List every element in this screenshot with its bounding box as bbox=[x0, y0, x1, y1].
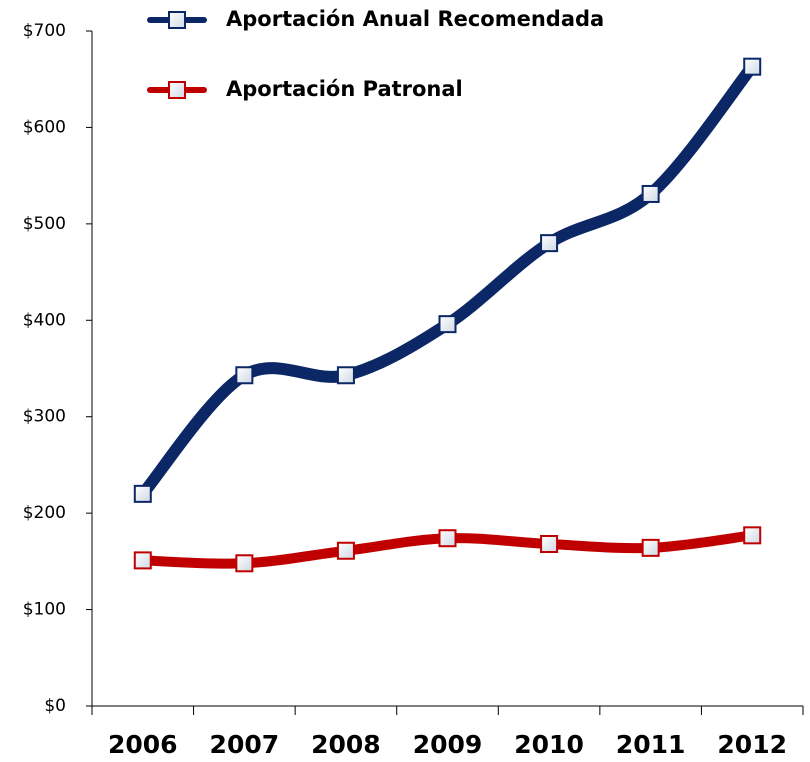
marker bbox=[743, 526, 762, 545]
y-tick-label: $400 bbox=[23, 310, 66, 330]
marker bbox=[540, 234, 559, 253]
x-tick-label: 2008 bbox=[311, 730, 381, 759]
legend-marker bbox=[168, 81, 186, 99]
y-tick-label: $300 bbox=[23, 407, 66, 427]
marker bbox=[743, 57, 762, 76]
marker bbox=[540, 535, 559, 553]
x-tick-label: 2012 bbox=[717, 730, 787, 759]
marker bbox=[641, 538, 660, 557]
y-tick-label: $500 bbox=[23, 214, 66, 234]
legend-label: Aportación Anual Recomendada bbox=[226, 7, 604, 31]
marker bbox=[438, 529, 457, 548]
marker bbox=[235, 366, 254, 385]
y-tick-label: $600 bbox=[23, 117, 66, 137]
x-tick-label: 2007 bbox=[210, 730, 280, 759]
marker bbox=[641, 184, 660, 203]
marker bbox=[133, 551, 152, 570]
marker bbox=[133, 484, 152, 503]
y-tick-label: $0 bbox=[44, 696, 66, 716]
x-tick-label: 2011 bbox=[616, 730, 686, 759]
marker bbox=[438, 315, 457, 334]
legend-label: Aportación Patronal bbox=[226, 77, 463, 101]
series-line bbox=[136, 60, 759, 500]
marker bbox=[336, 366, 355, 385]
x-tick-label: 2006 bbox=[108, 730, 178, 759]
legend-marker bbox=[168, 11, 186, 29]
y-tick-label: $100 bbox=[23, 600, 66, 620]
y-tick-label: $200 bbox=[23, 503, 66, 523]
marker bbox=[336, 541, 355, 560]
x-tick-label: 2009 bbox=[413, 730, 483, 759]
marker bbox=[235, 554, 254, 573]
y-tick-label: $700 bbox=[23, 21, 66, 41]
x-tick-label: 2010 bbox=[514, 730, 584, 759]
